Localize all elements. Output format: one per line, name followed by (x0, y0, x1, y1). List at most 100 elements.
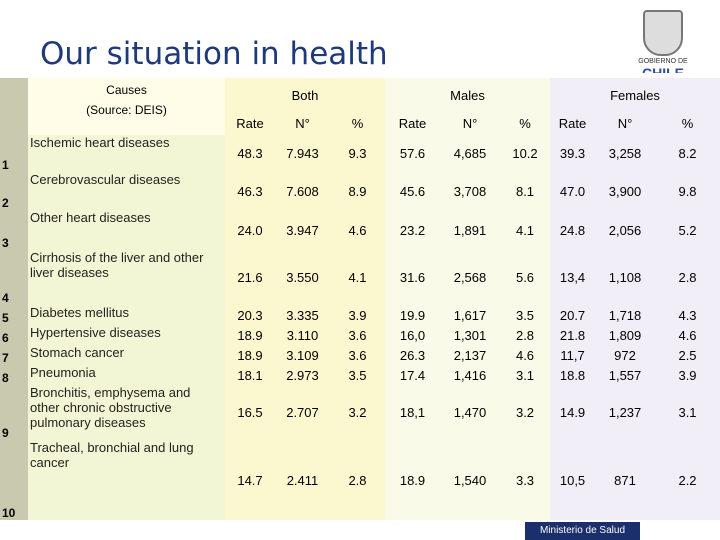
cause: Ischemic heart diseases (28, 135, 225, 172)
cell: 10,5 (550, 440, 596, 520)
cell: 3.550 (275, 250, 330, 305)
data-row: 2 Cerebrovascular diseases 46.3 7.608 8.9 45.… (0, 172, 720, 210)
cell: 2,137 (440, 345, 500, 365)
cause-header: Causes (Source: DEIS) (28, 78, 225, 135)
cell: 3.109 (275, 345, 330, 365)
logo: GOBIERNO DE CHILE (628, 10, 698, 80)
cell: 3.1 (655, 385, 720, 440)
cause: Cirrhosis of the liver and other liver d… (28, 250, 225, 305)
subheader: % (500, 112, 551, 135)
cell: 18.9 (385, 440, 440, 520)
cause: Cerebrovascular diseases (28, 172, 225, 210)
cell: 3,258 (595, 135, 656, 172)
cell: 8.1 (500, 172, 551, 210)
cause: Other heart diseases (28, 210, 225, 250)
subheader: Rate (385, 112, 440, 135)
cause: Stomach cancer (28, 345, 225, 365)
cell: 23.2 (385, 210, 440, 250)
cell: 9.3 (330, 135, 385, 172)
cell: 1,557 (595, 365, 656, 385)
cell: 8.2 (655, 135, 720, 172)
crest (643, 10, 683, 56)
subheader: N° (595, 112, 656, 135)
cell: 57.6 (385, 135, 440, 172)
cell: 26.3 (385, 345, 440, 365)
cell: 18.9 (225, 345, 275, 365)
group-header: Both (225, 78, 385, 112)
cell: 48.3 (225, 135, 275, 172)
health-table: Causes (Source: DEIS) Both Males Females Rate… (0, 78, 720, 520)
cell: 1,891 (440, 210, 500, 250)
cell: 24.8 (550, 210, 596, 250)
cell: 1,809 (595, 325, 656, 345)
cell: 10.2 (500, 135, 551, 172)
cell: 3.9 (330, 305, 385, 325)
cell: 3.2 (330, 385, 385, 440)
cell: 2.411 (275, 440, 330, 520)
row-number: 10 (0, 440, 28, 520)
cell: 3.335 (275, 305, 330, 325)
subheader-row: Rate N°% Rate N°% Rate N°% (0, 112, 720, 135)
subheader: Rate (225, 112, 275, 135)
cell: 3.9 (655, 365, 720, 385)
row-number: 8 (0, 365, 28, 385)
cell: 7.608 (275, 172, 330, 210)
cell: 13,4 (550, 250, 596, 305)
cause: Bronchitis, emphysema and other chronic … (28, 385, 225, 440)
cause: Pneumonia (28, 365, 225, 385)
footer: Ministerio de Salud (0, 520, 720, 540)
cell: 3.6 (330, 325, 385, 345)
cell: 2.8 (500, 325, 551, 345)
cell: 19.9 (385, 305, 440, 325)
cell: 2,568 (440, 250, 500, 305)
row-number: 7 (0, 345, 28, 365)
subheader: N° (275, 112, 330, 135)
cell: 1,301 (440, 325, 500, 345)
cell: 2.8 (655, 250, 720, 305)
cell: 3,708 (440, 172, 500, 210)
cell: 3.6 (330, 345, 385, 365)
cause: Hypertensive diseases (28, 325, 225, 345)
cell: 31.6 (385, 250, 440, 305)
cell: 11,7 (550, 345, 596, 365)
cell: 3.1 (500, 365, 551, 385)
cell: 47.0 (550, 172, 596, 210)
data-row: 5 Diabetes mellitus 20.3 3.335 3.9 19.9 1,617 3… (0, 305, 720, 325)
cause: Tracheal, bronchial and lung cancer (28, 440, 225, 520)
cell: 4.1 (330, 250, 385, 305)
cell: 1,617 (440, 305, 500, 325)
cell: 4.1 (500, 210, 551, 250)
cell: 1,416 (440, 365, 500, 385)
cell: 8.9 (330, 172, 385, 210)
cell: 16,0 (385, 325, 440, 345)
cell: 972 (595, 345, 656, 365)
data-row: 4 Cirrhosis of the liver and other liver … (0, 250, 720, 305)
cell: 1,718 (595, 305, 656, 325)
header-row: Causes (Source: DEIS) Both Males Females (0, 78, 720, 135)
cell: 4.6 (655, 325, 720, 345)
cause: Diabetes mellitus (28, 305, 225, 325)
cell: 2.2 (655, 440, 720, 520)
cell: 46.3 (225, 172, 275, 210)
data-row: 3 Other heart diseases 24.0 3.947 4.6 23.2 1,8… (0, 210, 720, 250)
cell: 39.3 (550, 135, 596, 172)
cell: 2.973 (275, 365, 330, 385)
cell: 5.2 (655, 210, 720, 250)
cause-header-line: (Source: DEIS) (86, 103, 167, 117)
cell: 3.947 (275, 210, 330, 250)
cell: 16.5 (225, 385, 275, 440)
subheader: % (655, 112, 720, 135)
cell: 4.3 (655, 305, 720, 325)
cell: 45.6 (385, 172, 440, 210)
cell: 2.5 (655, 345, 720, 365)
row-number: 6 (0, 325, 28, 345)
cell: 871 (595, 440, 656, 520)
row-number: 4 (0, 250, 28, 305)
cell: 3,900 (595, 172, 656, 210)
row-number: 1 (0, 135, 28, 172)
cell: 1,540 (440, 440, 500, 520)
cell: 2,056 (595, 210, 656, 250)
cell: 1,470 (440, 385, 500, 440)
data-row: 10 Tracheal, bronchial and lung cancer 14.… (0, 440, 720, 520)
